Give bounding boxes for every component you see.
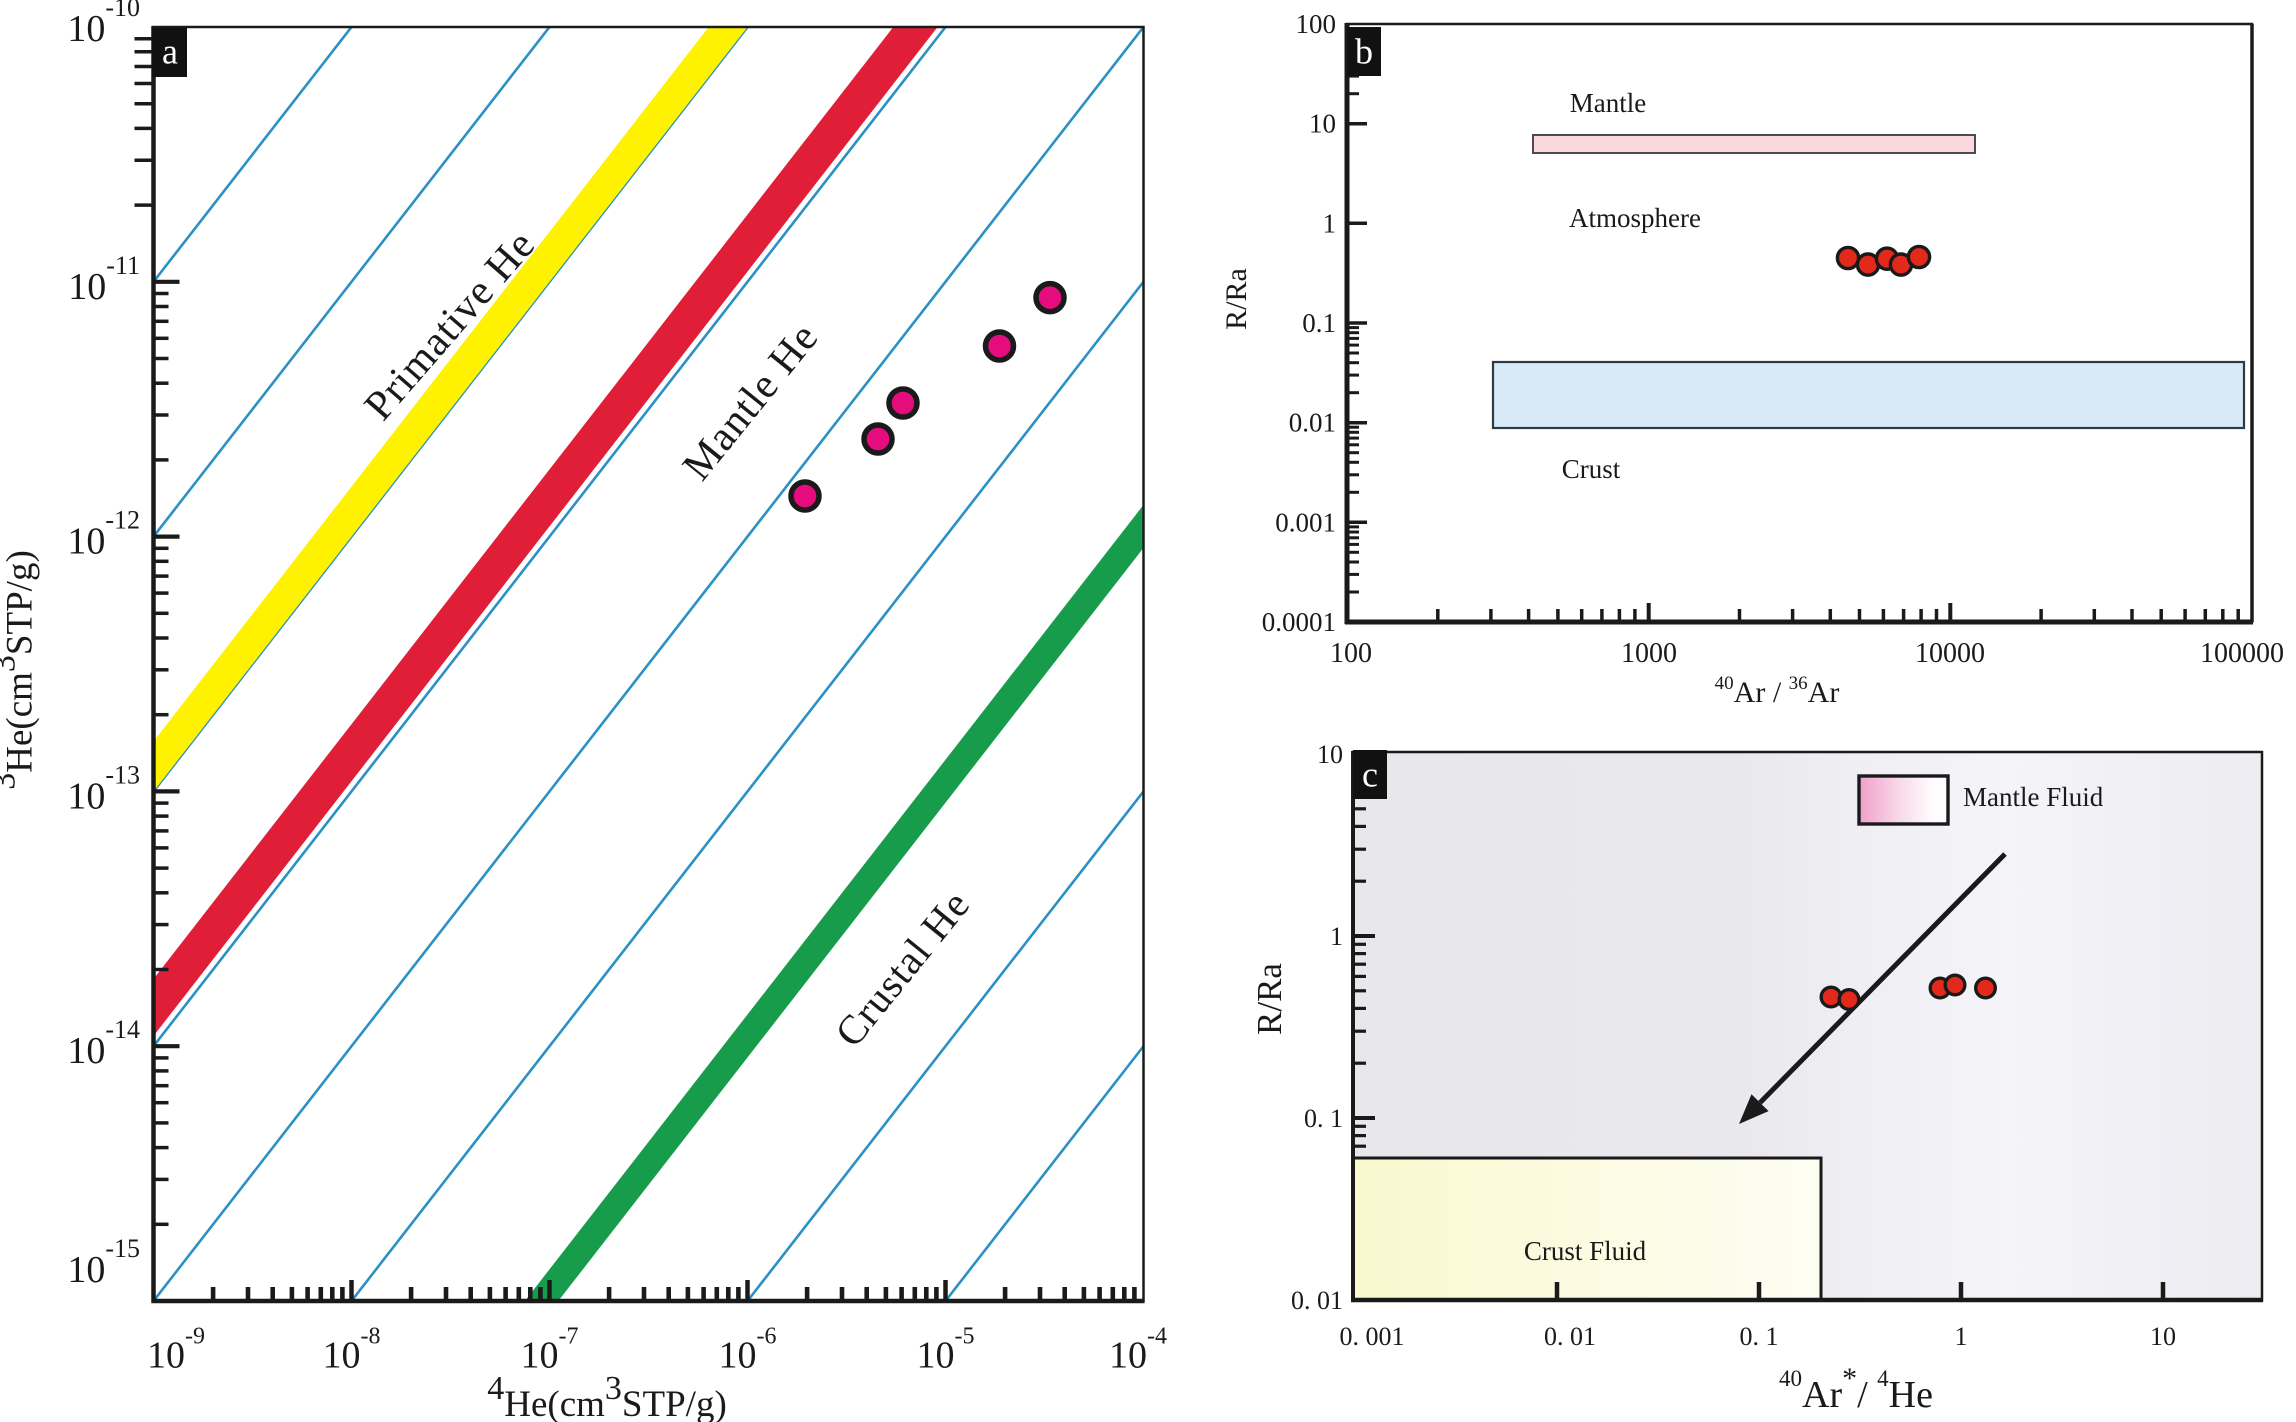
svg-text:Atmosphere: Atmosphere	[1569, 203, 1701, 233]
svg-text:0.0001: 0.0001	[1262, 607, 1336, 637]
svg-text:3He(cm3STP/g): 3He(cm3STP/g)	[0, 550, 41, 790]
svg-text:10: 10	[1317, 740, 1343, 769]
svg-text:0. 001: 0. 001	[1340, 1322, 1405, 1351]
svg-text:100000: 100000	[2200, 638, 2284, 669]
svg-text:R/Ra: R/Ra	[1220, 268, 1253, 330]
svg-text:b: b	[1355, 32, 1373, 72]
svg-text:10: 10	[1309, 109, 1336, 139]
svg-text:10: 10	[2150, 1322, 2176, 1351]
svg-text:40Ar / 36Ar: 40Ar / 36Ar	[1715, 673, 1840, 709]
svg-text:1000: 1000	[1621, 638, 1677, 669]
svg-text:Mantle Fluid: Mantle Fluid	[1963, 782, 2104, 812]
svg-text:0.1: 0.1	[1302, 308, 1336, 338]
svg-text:1: 1	[1955, 1322, 1968, 1351]
svg-text:1: 1	[1330, 922, 1343, 951]
svg-text:c: c	[1362, 755, 1378, 795]
svg-text:0. 1: 0. 1	[1304, 1104, 1343, 1133]
svg-text:0. 01: 0. 01	[1544, 1322, 1596, 1351]
svg-text:Mantle: Mantle	[1570, 88, 1646, 118]
svg-text:10000: 10000	[1915, 638, 1985, 669]
svg-text:100: 100	[1296, 9, 1337, 39]
svg-text:R/Ra: R/Ra	[1250, 963, 1289, 1035]
svg-text:Crust: Crust	[1562, 454, 1621, 484]
svg-text:4He(cm3STP/g): 4He(cm3STP/g)	[487, 1370, 727, 1422]
svg-text:a: a	[162, 32, 178, 72]
svg-text:0. 1: 0. 1	[1740, 1322, 1779, 1351]
svg-text:0.01: 0.01	[1289, 408, 1336, 438]
svg-text:40Ar*/ 4He: 40Ar*/ 4He	[1779, 1362, 1933, 1416]
svg-text:100: 100	[1330, 638, 1372, 669]
svg-text:1: 1	[1323, 208, 1337, 238]
svg-text:0.001: 0.001	[1275, 507, 1336, 537]
svg-text:Crust Fluid: Crust Fluid	[1524, 1236, 1647, 1266]
svg-text:0. 01: 0. 01	[1291, 1286, 1343, 1315]
